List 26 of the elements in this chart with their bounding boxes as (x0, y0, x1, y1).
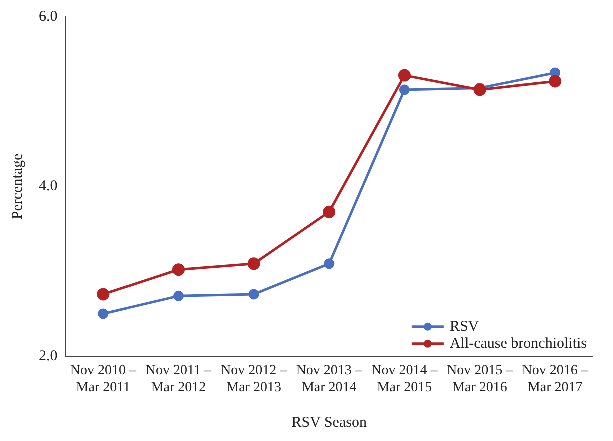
point (98, 308, 109, 320)
point (248, 289, 260, 300)
point (97, 288, 110, 301)
x-tick-label: Nov 2012 – Mar 2013 (220, 363, 288, 396)
point (172, 264, 185, 276)
x-axis-title: RSV Season (292, 414, 368, 431)
y-tick-label: 6.0 (39, 8, 58, 25)
y-tick-label: 4.0 (39, 178, 58, 195)
x-tick-label: Nov 2016 – Mar 2017 (522, 363, 590, 396)
point (474, 84, 486, 96)
point (398, 69, 411, 82)
x-tick-label: Nov 2013 – Mar 2014 (296, 363, 364, 396)
point (173, 290, 184, 302)
y-axis-title: Percentage (10, 153, 26, 220)
y-tick-label: 2.0 (39, 348, 58, 364)
legend-label: RSV (450, 318, 480, 335)
point (323, 206, 336, 218)
x-tick-label: Nov 2011 – Mar 2012 (146, 363, 213, 396)
x-tick-label: Nov 2015 – Mar 2016 (446, 363, 514, 396)
point (324, 258, 335, 270)
point (549, 75, 562, 88)
point (399, 84, 410, 96)
point (248, 258, 260, 270)
x-tick-label: Nov 2010 – Mar 2011 (70, 363, 138, 396)
legend-label: All-cause bronchiolitis (450, 336, 588, 352)
x-tick-label: Nov 2014 – Mar 2015 (372, 363, 439, 396)
